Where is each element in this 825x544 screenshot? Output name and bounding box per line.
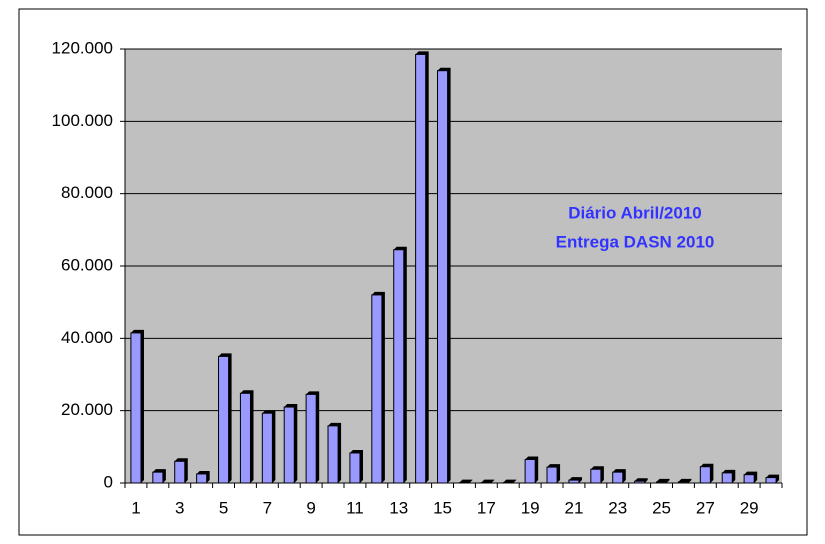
- y-tick-label: 100.000: [52, 111, 113, 130]
- bar: [196, 470, 210, 484]
- bar: [349, 449, 363, 484]
- bar: [546, 464, 561, 484]
- bar: [765, 474, 780, 484]
- x-tick-label: 19: [521, 498, 540, 517]
- y-tick-label: 120.000: [52, 38, 113, 57]
- bar: [590, 466, 604, 484]
- bar: [502, 479, 517, 484]
- bar: [152, 469, 166, 484]
- y-tick-label: 0: [104, 472, 113, 491]
- bar: [130, 329, 144, 484]
- x-tick-label: 3: [175, 498, 184, 517]
- bar: [261, 410, 276, 484]
- x-tick-label: 17: [477, 498, 496, 517]
- bar: [283, 404, 298, 484]
- bar: [634, 478, 648, 484]
- y-tick-label: 80.000: [61, 183, 113, 202]
- bar: [743, 471, 758, 484]
- y-tick-label: 60.000: [61, 255, 113, 274]
- bar: [699, 463, 714, 484]
- x-tick-label: 25: [652, 498, 671, 517]
- bar: [612, 469, 626, 484]
- bar: [524, 456, 539, 484]
- x-tick-label: 7: [263, 498, 272, 517]
- x-tick-label: 29: [740, 498, 759, 517]
- x-tick-label: 9: [306, 498, 315, 517]
- x-tick-label: 15: [433, 498, 452, 517]
- x-tick-label: 1: [131, 498, 140, 517]
- annotation: Entrega DASN 2010: [556, 232, 715, 251]
- x-tick-label: 13: [389, 498, 408, 517]
- bar: [239, 390, 254, 484]
- bar: [656, 478, 670, 484]
- x-tick-label: 23: [608, 498, 627, 517]
- bar: [437, 67, 451, 484]
- bar: [480, 479, 495, 484]
- x-tick-label: 5: [219, 498, 228, 517]
- bar: [568, 477, 582, 484]
- annotation: Diário Abril/2010: [568, 203, 702, 222]
- bar: [393, 246, 407, 484]
- y-tick-label: 40.000: [61, 328, 113, 347]
- x-tick-label: 21: [564, 498, 583, 517]
- bar: [218, 353, 232, 484]
- bar: [677, 478, 692, 484]
- bar: [415, 51, 429, 484]
- x-tick-label: 11: [346, 498, 364, 517]
- bar: [305, 391, 320, 484]
- bar: [458, 479, 473, 484]
- bar: [371, 291, 385, 484]
- x-tick-label: 27: [696, 498, 715, 517]
- bar: [174, 458, 188, 484]
- bar: [327, 422, 342, 484]
- y-tick-label: 20.000: [61, 400, 113, 419]
- bar: [721, 469, 736, 484]
